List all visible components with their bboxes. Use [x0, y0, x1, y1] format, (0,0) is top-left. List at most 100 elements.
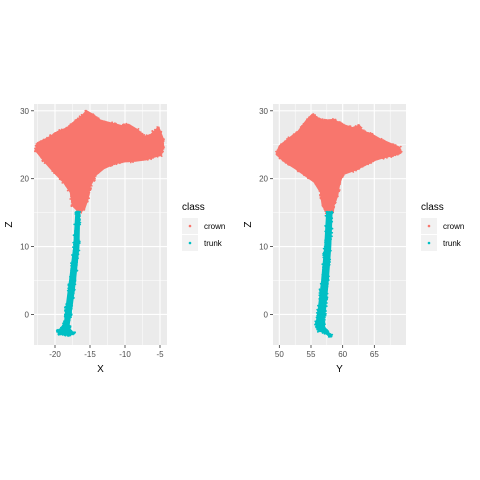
data-point — [35, 150, 38, 153]
data-point — [151, 130, 154, 132]
data-point — [118, 162, 121, 164]
data-point — [116, 123, 119, 126]
data-point — [62, 327, 65, 330]
data-point — [160, 130, 163, 133]
data-point — [69, 275, 71, 278]
data-point — [76, 211, 78, 213]
data-point — [314, 114, 316, 117]
data-point — [315, 325, 318, 328]
data-point — [325, 118, 327, 121]
data-point — [68, 288, 70, 291]
data-point — [326, 296, 329, 299]
data-point — [301, 125, 303, 127]
data-point — [127, 160, 130, 163]
data-point — [314, 323, 317, 326]
data-point — [75, 215, 78, 217]
data-point — [78, 241, 81, 244]
data-point — [392, 143, 395, 146]
data-point — [276, 150, 278, 153]
data-point — [324, 254, 327, 256]
data-point — [372, 160, 375, 162]
data-point — [328, 210, 330, 213]
data-point — [70, 195, 72, 198]
data-point — [94, 177, 96, 180]
data-point — [65, 306, 68, 309]
data-point — [323, 327, 326, 330]
data-point — [69, 198, 72, 200]
data-point — [308, 118, 311, 121]
data-point — [115, 161, 118, 164]
data-point — [335, 197, 337, 200]
data-point — [326, 330, 329, 333]
data-point — [316, 319, 319, 322]
data-point — [324, 239, 326, 242]
data-point — [76, 264, 78, 266]
data-point — [282, 159, 285, 162]
data-point — [334, 118, 337, 121]
data-point — [383, 139, 386, 142]
data-point — [72, 284, 75, 287]
data-point — [70, 262, 72, 264]
data-point — [58, 178, 61, 181]
data-point — [156, 155, 159, 158]
data-point — [327, 334, 330, 336]
data-point — [71, 202, 74, 205]
data-point — [382, 139, 384, 141]
data-point — [333, 119, 336, 122]
data-point — [82, 116, 84, 118]
data-point — [71, 123, 74, 125]
y-tick-label: 0 — [264, 310, 269, 319]
data-point — [87, 194, 90, 197]
data-point — [354, 168, 356, 171]
data-point — [77, 244, 79, 247]
data-point — [54, 131, 57, 134]
data-point — [372, 134, 374, 136]
data-point — [161, 142, 164, 145]
data-point — [123, 123, 125, 125]
data-point — [79, 215, 81, 218]
data-point — [103, 120, 106, 123]
data-point — [322, 314, 325, 317]
legend-title: class — [182, 202, 205, 213]
data-point — [288, 164, 291, 166]
data-point — [142, 158, 145, 161]
data-point — [338, 121, 340, 123]
data-point — [63, 182, 66, 185]
data-point — [73, 223, 76, 226]
data-point — [319, 291, 322, 294]
data-point — [67, 187, 70, 190]
data-point — [333, 205, 336, 208]
data-point — [391, 144, 393, 146]
data-point — [76, 261, 78, 264]
data-point — [58, 328, 61, 331]
data-point — [65, 303, 68, 306]
data-point — [323, 118, 326, 121]
data-point — [296, 167, 298, 170]
data-point — [78, 239, 80, 241]
data-point — [76, 254, 79, 257]
data-point — [367, 132, 370, 134]
data-point — [121, 161, 123, 164]
data-point — [351, 127, 353, 129]
data-point — [305, 174, 307, 177]
x-tick-label: 60 — [338, 350, 347, 359]
series-crown — [275, 113, 403, 215]
data-point — [100, 120, 103, 122]
data-point — [320, 198, 323, 201]
data-point — [278, 148, 280, 151]
data-point — [77, 253, 80, 256]
data-point — [380, 139, 382, 142]
legend-key-crown — [188, 224, 192, 228]
data-point — [324, 225, 326, 227]
data-point — [321, 276, 324, 278]
data-point — [162, 147, 165, 150]
data-point — [334, 202, 337, 205]
data-point — [77, 227, 80, 230]
legend-label-crown: crown — [443, 222, 464, 231]
data-point — [324, 309, 326, 312]
data-point — [129, 161, 132, 164]
data-point — [95, 116, 98, 119]
data-point — [399, 149, 402, 151]
data-point — [324, 245, 327, 248]
data-point — [151, 133, 153, 136]
